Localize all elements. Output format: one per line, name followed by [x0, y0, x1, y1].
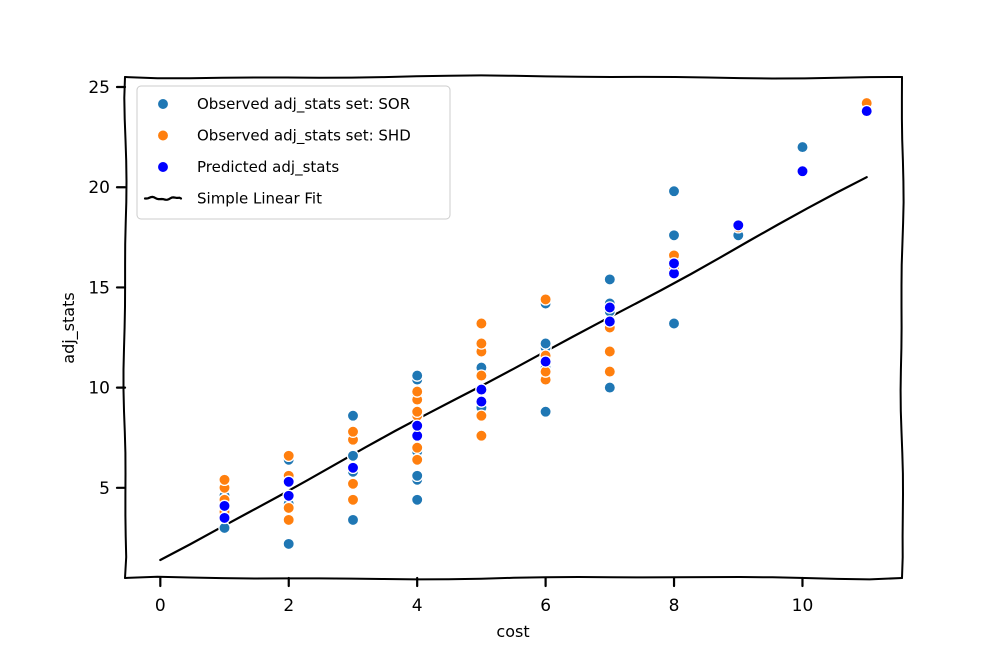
data-point — [410, 419, 424, 432]
y-axis-label: adj_stats — [59, 292, 79, 363]
data-point — [346, 449, 360, 463]
y-tick-label: 25 — [88, 78, 110, 98]
y-tick-label: 10 — [88, 379, 110, 399]
data-point — [410, 453, 424, 467]
data-point — [346, 513, 360, 527]
data-point — [603, 345, 617, 358]
x-tick-label: 10 — [792, 596, 814, 616]
x-tick-label: 2 — [283, 596, 294, 616]
x-axis-label: cost — [496, 622, 529, 641]
data-point — [603, 273, 617, 286]
data-point — [282, 501, 295, 515]
x-axis-ticks: 0 2 4 6 8 10 — [155, 576, 814, 616]
legend-label: Simple Linear Fit — [197, 190, 322, 208]
data-point — [667, 317, 681, 330]
data-point — [667, 257, 681, 270]
data-point — [218, 499, 231, 513]
x-tick-label: 8 — [669, 596, 680, 616]
data-point — [410, 441, 424, 454]
axis-top-spine — [124, 74, 903, 80]
legend-marker — [156, 129, 170, 142]
data-point — [539, 405, 552, 418]
data-point — [475, 337, 488, 350]
data-point — [667, 184, 681, 198]
legend-label: Observed adj_stats set: SOR — [197, 95, 410, 114]
data-point — [860, 104, 873, 118]
data-point — [218, 473, 231, 487]
legend: Observed adj_stats set: SOR Observed adj_… — [136, 85, 451, 220]
data-point — [603, 381, 617, 394]
data-point — [410, 405, 424, 418]
data-point — [282, 513, 295, 527]
data-point — [603, 301, 617, 314]
legend-marker — [156, 160, 170, 174]
data-point — [475, 317, 488, 330]
data-point — [410, 385, 424, 398]
data-point — [282, 475, 295, 489]
data-point — [282, 449, 295, 463]
axes-frame — [122, 74, 905, 581]
data-point — [346, 409, 360, 422]
data-point — [796, 164, 809, 178]
legend-marker — [156, 97, 170, 111]
data-point — [346, 425, 360, 438]
data-point — [346, 461, 360, 475]
data-point — [603, 315, 617, 328]
axis-right-spine — [899, 76, 905, 579]
data-point — [218, 511, 231, 525]
series-2-points — [218, 104, 873, 525]
plot-layer — [159, 96, 873, 562]
data-point — [475, 429, 488, 442]
legend-line-swatch — [143, 195, 183, 201]
legend-box — [136, 85, 451, 220]
data-point — [475, 395, 488, 408]
data-point — [475, 369, 488, 382]
data-point — [539, 337, 552, 350]
axis-bottom-spine — [124, 575, 903, 581]
data-point — [475, 409, 488, 422]
data-point — [346, 477, 360, 491]
data-point — [410, 469, 424, 483]
data-point — [475, 383, 488, 396]
data-point — [410, 493, 424, 507]
legend-label: Observed adj_stats set: SHD — [197, 127, 411, 146]
data-point — [282, 489, 295, 503]
data-point — [410, 369, 424, 382]
x-tick-label: 4 — [412, 596, 423, 616]
data-point — [346, 493, 360, 507]
data-point — [603, 365, 617, 378]
y-tick-label: 5 — [99, 479, 110, 499]
axis-left-spine — [122, 76, 128, 579]
x-tick-label: 6 — [540, 596, 551, 616]
y-tick-label: 15 — [88, 278, 110, 298]
data-point — [539, 355, 552, 368]
fit-line — [159, 176, 868, 562]
data-point — [732, 219, 745, 232]
legend-label: Predicted adj_stats — [197, 158, 339, 177]
data-point — [539, 293, 552, 306]
data-point — [667, 229, 681, 242]
y-axis-ticks: 5 10 15 20 25 — [88, 78, 127, 499]
y-tick-label: 20 — [88, 178, 110, 198]
data-point — [796, 140, 809, 154]
x-tick-label: 0 — [155, 596, 166, 616]
data-point — [282, 537, 295, 551]
